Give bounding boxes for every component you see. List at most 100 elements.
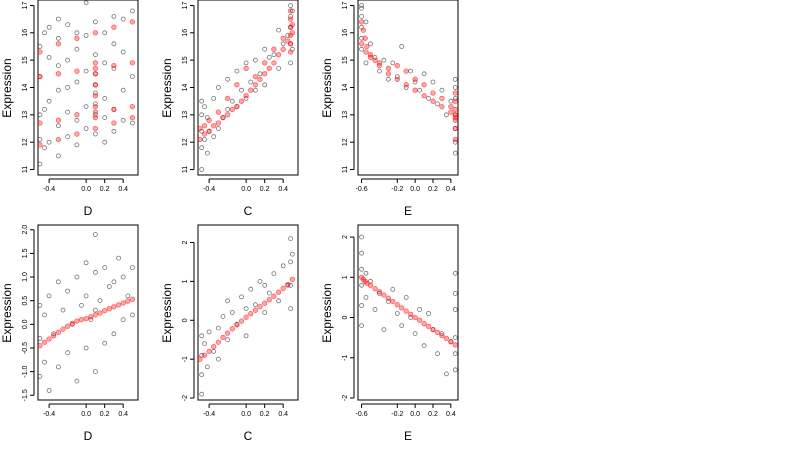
fitted-point [364,43,370,50]
fitted-point [41,339,48,345]
panel-5: -0.4 0.0 0.2 0.4 -2 -1 0 1 2 C Expression [160,224,299,443]
fitted-point [111,106,117,113]
data-point [253,57,258,63]
panel-1: -0.4 0.0 0.2 0.4 11 12 13 14 15 16 17 D Expression [0,0,139,218]
data-point [120,16,126,22]
fitted-point [430,326,436,333]
data-point [439,87,445,93]
data-point [65,85,71,90]
y-tick-label: -1 [182,356,189,362]
data-point [399,323,405,328]
data-point [111,41,117,47]
fitted-point [120,300,126,306]
data-point [46,55,52,60]
data-point [359,303,364,308]
y-tick-label: 2 [182,240,189,244]
data-point [435,351,440,357]
y-tick-label: 17 [182,2,189,10]
fitted-point [372,285,378,292]
fitted-point [92,65,99,72]
fitted-point [430,90,436,96]
fitted-point [439,332,445,339]
fitted-point [92,109,99,115]
data-point [225,337,231,343]
data-point [102,340,108,346]
plot-frame [197,0,299,176]
data-point [93,90,98,96]
fitted-point [434,329,441,336]
data-point [444,112,449,118]
fitted-point [452,136,458,143]
data-point [79,303,84,308]
x-axis-title: D [84,204,93,218]
x-axis-title: E [404,429,412,443]
data-point [106,284,112,289]
fitted-point [201,123,208,129]
fitted-point [248,311,254,317]
data-point [239,87,244,93]
data-point [290,46,295,52]
plot-frame [37,0,139,176]
fitted-point [412,314,418,321]
panel-4: -0.4 0.0 0.2 0.4 -1.5 -1.0 -0.5 0.0 0.5 1.0 1.5 2.0… [0,224,139,443]
data-point [55,123,61,129]
panel-2: -0.4 0.0 0.2 0.4 11 12 13 14 15 16 17 C Expression [160,0,299,218]
data-point [102,115,108,120]
x-axis-title: E [404,204,412,218]
y-tick-label: 14 [22,84,29,92]
data-point [368,41,373,47]
x-tick-label: 0.2 [428,411,438,418]
data-point [199,372,205,378]
data-point [130,265,135,270]
data-point [363,270,369,276]
data-point [65,134,71,140]
data-point [359,266,364,272]
fitted-point [262,300,268,306]
data-point [55,279,61,285]
data-point [452,367,458,373]
data-point [93,307,98,313]
fitted-point [394,62,400,69]
data-point [288,3,293,8]
fitted-points [358,19,458,143]
data-point [288,236,293,242]
data-point [102,265,108,270]
data-point [37,303,43,308]
fitted-point [55,136,62,143]
data-point [452,291,458,296]
data-point [65,57,71,63]
data-point [120,49,126,55]
x-tick-label: -0.4 [43,186,55,193]
fitted-point [439,103,445,110]
fitted-point [287,49,294,55]
fitted-point [399,305,405,311]
data-point [42,359,47,365]
data-point [394,311,400,316]
fitted-point [421,82,427,88]
data-point [51,331,57,337]
x-tick-label: 0.4 [278,186,288,193]
y-tick-label: 12 [342,138,349,146]
fitted-point [262,60,268,66]
y-tick-label: 2.0 [22,225,29,235]
data-point [46,388,52,393]
data-point [215,325,221,331]
data-point [215,356,221,362]
fitted-point [358,19,365,25]
data-point [239,294,244,300]
plot-frame [37,224,139,401]
fitted-point [92,60,99,66]
data-point [452,351,458,357]
data-point [211,134,217,140]
fitted-point [452,117,458,123]
fitted-point [362,35,368,41]
data-point [452,335,458,340]
y-tick-label: -0.5 [22,342,29,354]
data-point [130,8,135,14]
data-point [403,85,409,90]
x-tick-label: 0.0 [81,411,91,418]
data-point [435,101,440,107]
data-point [46,98,52,104]
fitted-point [211,123,217,129]
data-point [65,109,71,115]
